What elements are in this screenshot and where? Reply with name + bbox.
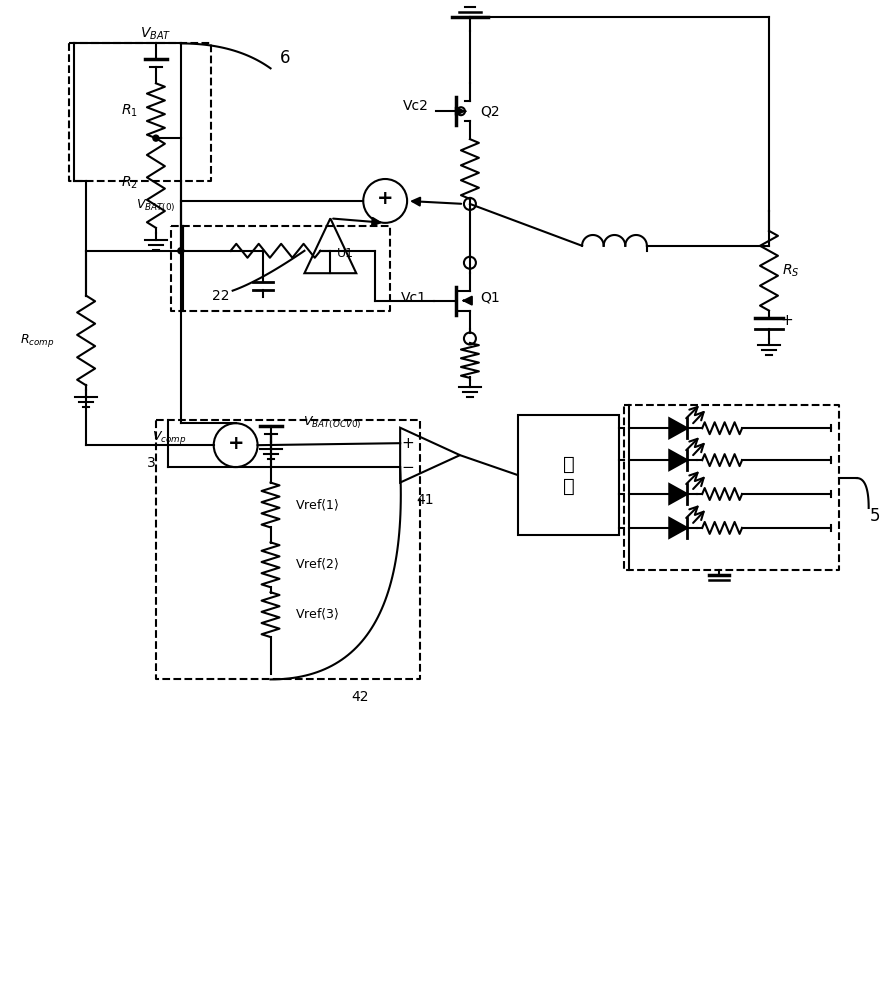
Text: +: + <box>377 189 394 208</box>
Polygon shape <box>669 418 687 438</box>
Text: Vref$\langle$2$\rangle$: Vref$\langle$2$\rangle$ <box>296 557 339 572</box>
Text: $R_2$: $R_2$ <box>120 175 137 191</box>
Polygon shape <box>669 518 687 538</box>
Text: $R_{comp}$: $R_{comp}$ <box>20 332 54 349</box>
Text: $V_{BAT}$: $V_{BAT}$ <box>140 25 172 42</box>
Text: 5: 5 <box>870 507 880 525</box>
Text: $R_S$: $R_S$ <box>782 263 800 279</box>
Text: Q2: Q2 <box>480 104 500 118</box>
Circle shape <box>178 248 184 254</box>
Text: 6: 6 <box>281 49 290 67</box>
Text: Vref$\langle$3$\rangle$: Vref$\langle$3$\rangle$ <box>296 607 339 622</box>
Text: 解
码: 解 码 <box>563 455 575 496</box>
Bar <box>518 415 619 535</box>
Text: +: + <box>781 313 793 328</box>
Text: 41: 41 <box>416 493 434 507</box>
Text: 42: 42 <box>352 690 369 704</box>
Text: $V_{comp}$: $V_{comp}$ <box>151 429 186 446</box>
Text: +: + <box>227 434 244 453</box>
Text: 3: 3 <box>146 456 155 470</box>
Text: +: + <box>402 436 414 451</box>
Text: 22: 22 <box>212 289 230 303</box>
Polygon shape <box>669 484 687 504</box>
Text: $V_{BAT(OCV0)}$: $V_{BAT(OCV0)}$ <box>303 415 362 431</box>
Text: Q1: Q1 <box>480 291 500 305</box>
Text: −: − <box>402 460 414 475</box>
Polygon shape <box>669 450 687 470</box>
Text: U1: U1 <box>337 247 354 260</box>
Text: Vref$\langle$1$\rangle$: Vref$\langle$1$\rangle$ <box>296 497 339 513</box>
Circle shape <box>153 135 159 141</box>
Text: Vc1: Vc1 <box>401 291 427 305</box>
Text: $V_{BAT(0)}$: $V_{BAT(0)}$ <box>136 198 176 214</box>
Text: Vc2: Vc2 <box>403 99 429 113</box>
Text: $R_1$: $R_1$ <box>120 103 137 119</box>
